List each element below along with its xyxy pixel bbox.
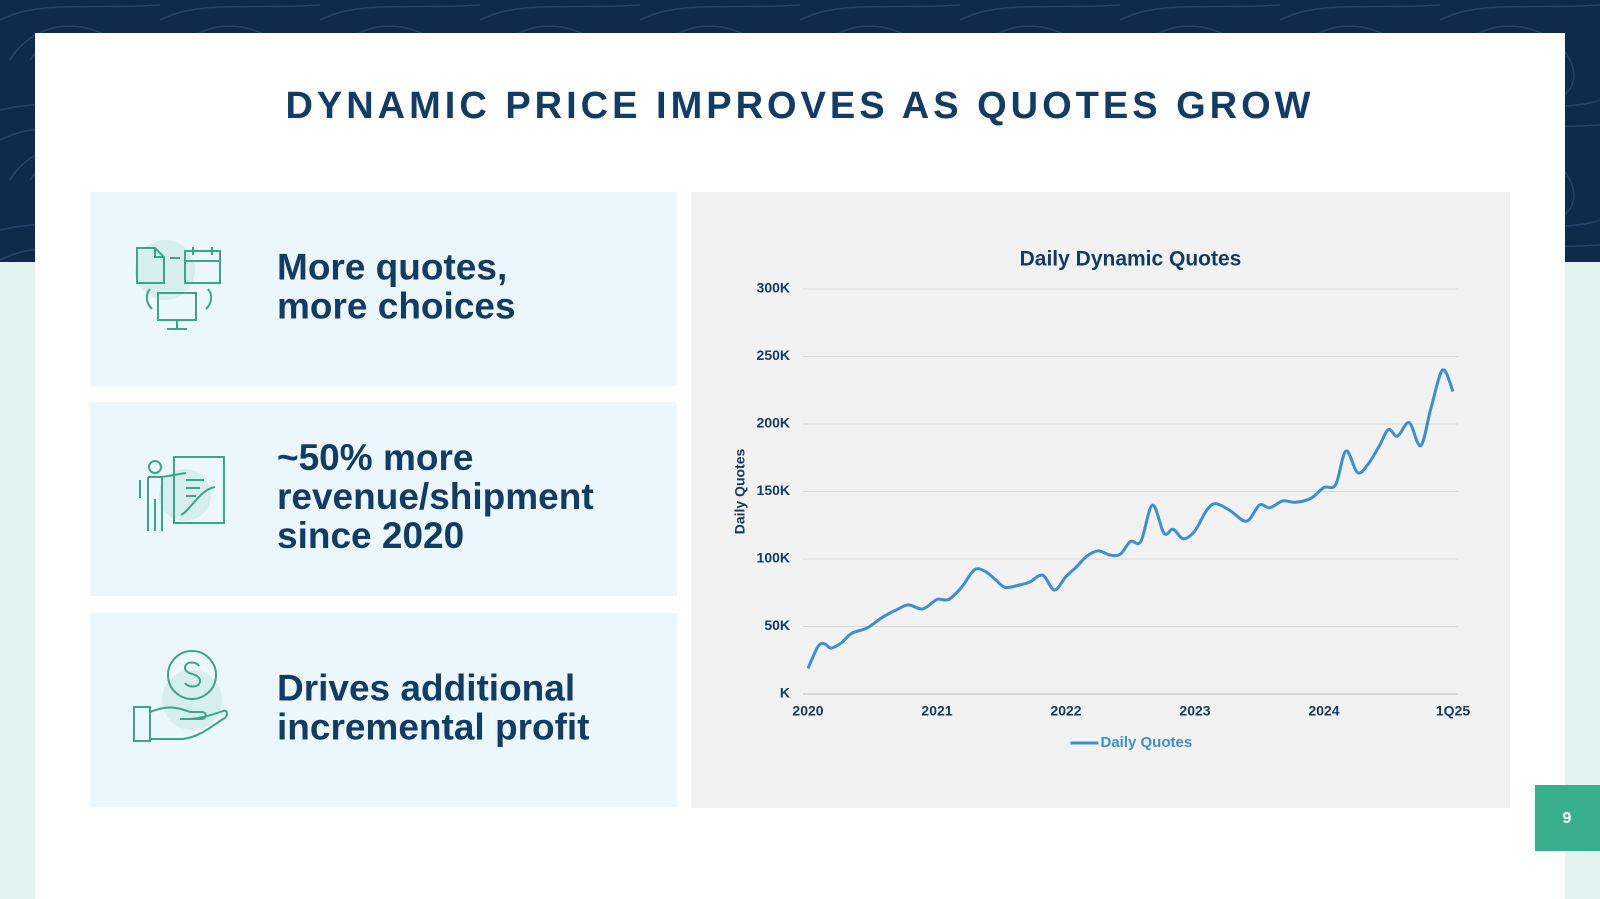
x-tick-label: 2020 xyxy=(792,703,823,719)
cards: More quotes,more choices ~50% morerevenue… xyxy=(90,192,677,807)
card-text: more choices xyxy=(277,285,516,326)
card-text: revenue/shipment xyxy=(277,476,594,517)
x-tick-label: 1Q25 xyxy=(1436,703,1470,719)
data-line xyxy=(806,368,1455,669)
y-axis-label: Daily Quotes xyxy=(732,449,748,535)
y-tick-label: 100K xyxy=(757,550,790,566)
card-text: since 2020 xyxy=(277,515,464,556)
chart-panel xyxy=(691,192,1510,808)
icon-profit-hand xyxy=(133,650,229,742)
chart: Daily Dynamic Quotes Daily Quotes K 50K 100K… xyxy=(732,248,1471,751)
icon-presenter xyxy=(139,456,225,531)
chart-title: Daily Dynamic Quotes xyxy=(1020,248,1242,271)
x-tick-label: 2022 xyxy=(1050,703,1081,719)
card-text: More quotes, xyxy=(277,246,507,287)
page-number: 9 xyxy=(1563,810,1572,827)
card-text: incremental profit xyxy=(277,706,590,747)
y-tick-label: 50K xyxy=(764,617,790,633)
legend-label: Daily Quotes xyxy=(1101,734,1193,751)
x-tick-label: 2021 xyxy=(921,703,952,719)
y-tick-label: 150K xyxy=(757,482,790,498)
card-text: ~50% more xyxy=(277,437,473,478)
page-number-box xyxy=(1535,785,1600,851)
slide-title: DYNAMIC PRICE IMPROVES AS QUOTES GROW xyxy=(285,85,1314,127)
x-tick-label: 2023 xyxy=(1179,703,1210,719)
card-text: Drives additional xyxy=(277,667,575,708)
y-tick-label: 300K xyxy=(757,280,790,296)
y-tick-label: K xyxy=(780,685,790,701)
y-tick-label: 250K xyxy=(757,347,790,363)
icon-devices xyxy=(135,240,221,330)
x-tick-label: 2024 xyxy=(1308,703,1339,719)
y-tick-label: 200K xyxy=(757,415,790,431)
